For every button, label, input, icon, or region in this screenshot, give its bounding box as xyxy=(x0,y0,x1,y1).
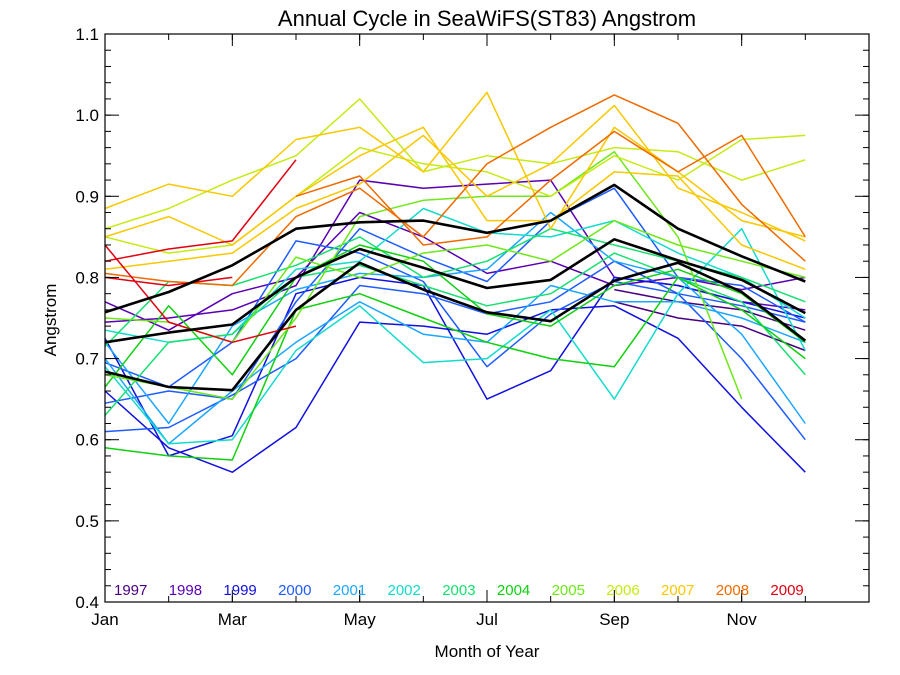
statistic-line-3 xyxy=(104,261,807,392)
series-line-28 xyxy=(104,244,297,344)
series-line-24 xyxy=(104,104,806,271)
legend-entry-2008: 2008 xyxy=(716,582,749,599)
y-tick-label: 0.8 xyxy=(75,268,99,287)
y-tick-label: 1.0 xyxy=(75,106,99,125)
x-tick-label: Jan xyxy=(91,610,118,629)
legend-entry-2009: 2009 xyxy=(770,582,803,599)
x-tick-label: May xyxy=(344,610,377,629)
y-axis-label: Angstrom xyxy=(41,284,60,357)
legend-entry-2004: 2004 xyxy=(497,582,530,599)
series-line-7 xyxy=(104,240,806,388)
y-tick-label: 0.9 xyxy=(75,187,99,206)
plot-frame xyxy=(104,33,870,603)
series-line-20 xyxy=(104,98,806,230)
legend-entry-2000: 2000 xyxy=(278,582,311,599)
legend-entry-2007: 2007 xyxy=(661,582,694,599)
series-line-10 xyxy=(104,211,806,425)
legend-entry-2005: 2005 xyxy=(552,582,585,599)
x-tick-label: Sep xyxy=(599,610,629,629)
series-line-29 xyxy=(104,276,233,287)
series-line-26 xyxy=(295,130,806,246)
x-tick-label: Nov xyxy=(727,610,758,629)
statistic-line-2 xyxy=(104,238,806,344)
legend-entry-1999: 1999 xyxy=(223,582,256,599)
y-tick-label: 0.7 xyxy=(75,350,99,369)
legend-entry-2002: 2002 xyxy=(388,582,421,599)
legend-entry-1997: 1997 xyxy=(114,582,147,599)
legend: 1997 1998 1999 2000 2001 2002 2003 2004 2005 2006… xyxy=(114,582,804,599)
series-line-11 xyxy=(104,284,806,445)
series-line-17 xyxy=(104,244,806,388)
series-line-18 xyxy=(104,150,743,400)
legend-entry-2006: 2006 xyxy=(606,582,639,599)
legend-entry-2001: 2001 xyxy=(333,582,366,599)
series-line-15 xyxy=(104,252,806,416)
series-line-25 xyxy=(104,94,806,287)
y-tick-label: 0.5 xyxy=(75,512,99,531)
series-layer xyxy=(104,91,806,473)
x-axis-label: Month of Year xyxy=(435,642,540,661)
legend-entry-2003: 2003 xyxy=(442,582,475,599)
y-tick-label: 0.6 xyxy=(75,431,99,450)
series-line-27 xyxy=(104,159,297,262)
statistic-line-1 xyxy=(104,183,806,314)
series-line-5 xyxy=(104,276,806,457)
series-line-23 xyxy=(104,126,806,271)
x-tick-label: Jul xyxy=(476,610,498,629)
tick-layer: Jan Mar May Jul Sep Nov 0.4 0.5 0.6 0.7 0.8 0.9 1.0 1… xyxy=(75,25,870,629)
statistic-layer xyxy=(104,183,807,392)
series-line-22 xyxy=(104,91,806,238)
chart-title: Annual Cycle in SeaWiFS(ST83) Angstrom xyxy=(278,6,696,31)
series-line-16 xyxy=(104,276,806,461)
series-line-21 xyxy=(104,134,806,254)
y-tick-label: 0.4 xyxy=(75,593,99,612)
x-tick-label: Mar xyxy=(218,610,248,629)
legend-entry-1998: 1998 xyxy=(169,582,202,599)
y-tick-label: 1.1 xyxy=(75,25,99,44)
